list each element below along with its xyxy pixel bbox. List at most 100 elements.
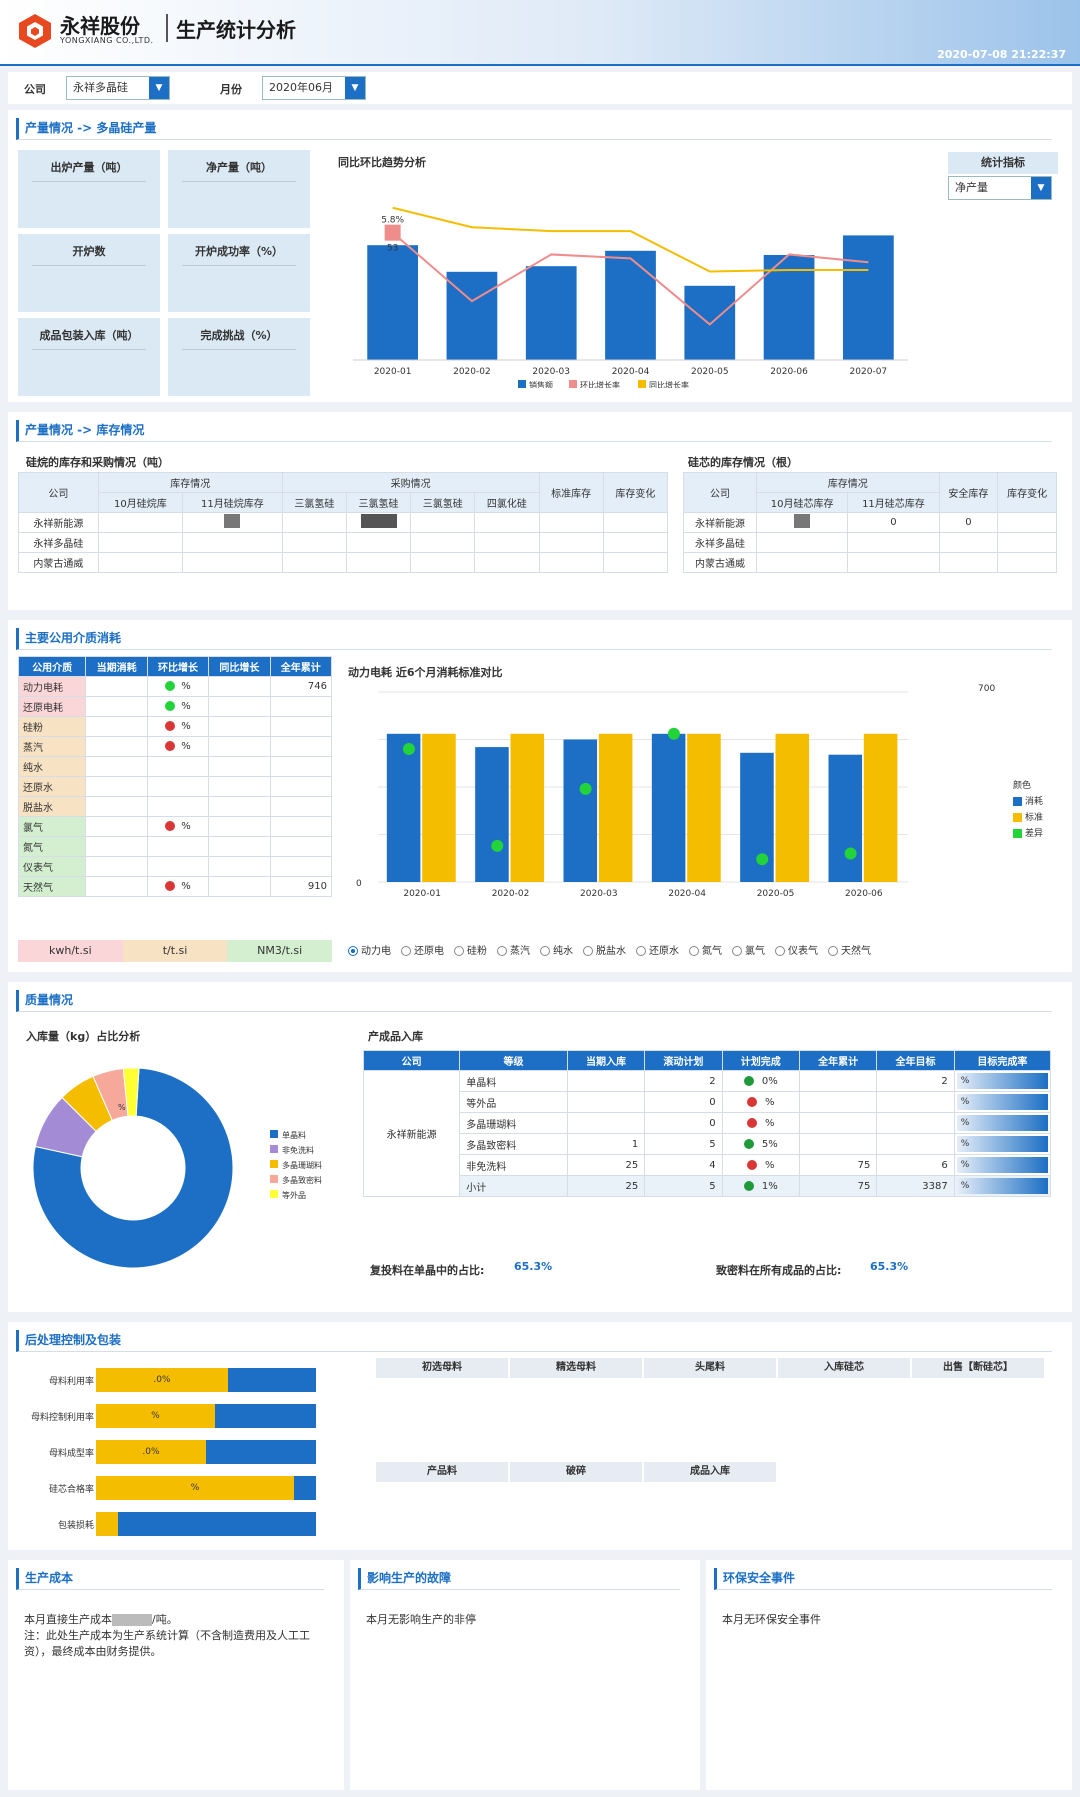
current-cell: [85, 776, 148, 797]
section-title: 质量情况: [16, 990, 1052, 1012]
metric-tab: 成品入库: [644, 1462, 776, 1482]
progress-bar: %: [96, 1476, 316, 1500]
radio-option[interactable]: 还原电: [401, 942, 444, 957]
consumption-bar: [563, 739, 598, 882]
current-in-cell: 25: [566, 1175, 646, 1197]
yoy-cell: [208, 796, 271, 817]
indicator-select[interactable]: 净产量 ▼: [948, 176, 1052, 200]
kpi-label: 开炉数: [32, 243, 146, 266]
col-header: 计划完成: [721, 1050, 800, 1071]
table-row: 小计 25 5 1% 75 3387%: [363, 1175, 1052, 1197]
radio-option[interactable]: 硅粉: [454, 942, 487, 957]
progress-bar: %: [96, 1404, 316, 1428]
current-cell: [85, 836, 148, 857]
power-legend: 颜色 消耗 标准 差异: [1013, 778, 1043, 842]
plan-done-cell: 5%: [721, 1133, 800, 1155]
radio-icon: [583, 946, 593, 956]
bar-label: 母料成型率: [48, 1449, 94, 1459]
silane-table: 公司 库存情况 采购情况 标准库存 库存变化 10月硅烷库 11月硅烷库存 三氯氢硅 三氯氢硅…: [18, 472, 669, 573]
siliconcore-table: 公司 库存情况 安全库存 库存变化 10月硅芯库存 11月硅芯库存 永祥新能源 0 0 永祥…: [682, 472, 1057, 573]
radio-option[interactable]: 仪表气: [775, 942, 818, 957]
legend-swatch: [638, 380, 646, 388]
yoy-cell: [208, 676, 271, 697]
medium-name: 蒸汽: [17, 736, 87, 757]
radio-option[interactable]: 氯气: [732, 942, 765, 957]
ratio1-value: 65.3%: [514, 1260, 553, 1273]
radio-option[interactable]: 天然气: [828, 942, 871, 957]
radio-option[interactable]: 脱盐水: [583, 942, 626, 957]
kpi-card: 完成挑战（%）: [168, 318, 310, 396]
section-title: 产量情况 -> 库存情况: [16, 420, 1052, 442]
target-cell: [876, 1112, 955, 1134]
status-dot: [165, 821, 176, 831]
section-title: 生产成本: [16, 1568, 324, 1590]
medium-name: 氯气: [17, 816, 87, 837]
progress-bar: .0%: [96, 1368, 316, 1392]
medium-name: 脱盐水: [17, 796, 87, 817]
plan-done-cell: 0%: [721, 1070, 800, 1092]
radio-icon: [689, 946, 699, 956]
radio-icon: [497, 946, 507, 956]
status-dot: [747, 1159, 757, 1170]
yoy-cell: [208, 856, 271, 877]
month-select[interactable]: 2020年06月 ▼: [262, 76, 366, 100]
metric-tab: 出售【断硅芯】: [912, 1358, 1044, 1378]
medium-name: 纯水: [17, 756, 87, 777]
status-dot: [165, 741, 176, 751]
plan-done-value: %: [765, 1117, 775, 1129]
x-tick-label: 2020-02: [492, 889, 530, 899]
target-cell: [876, 1091, 955, 1113]
radio-option[interactable]: 还原水: [636, 942, 679, 957]
table-row: 内蒙古通威: [18, 552, 669, 573]
standard-bar: [863, 733, 898, 882]
col-header: 全年累计: [269, 656, 333, 677]
utilities-table: 公用介质 当期消耗 环比增长 同比增长 全年累计 动力电耗% 746 还原电耗% 硅粉…: [17, 656, 333, 897]
standard-bar: [422, 733, 456, 882]
col-header: 三氯氢硅: [345, 492, 412, 513]
rate-cell: %: [953, 1091, 1052, 1113]
total-cell: [269, 716, 333, 737]
radio-option[interactable]: 蒸汽: [497, 942, 530, 957]
postproc-panel: 后处理控制及包装 母料利用率 .0% 母料控制利用率% 母料成型率 .0% 硅芯合格率% 包…: [8, 1322, 1072, 1550]
trend-bar: [605, 250, 656, 360]
section-title: 影响生产的故障: [358, 1568, 680, 1590]
progress-fill: .0%: [96, 1440, 206, 1464]
unit-label: kwh/t.si: [18, 940, 123, 962]
ytd-cell: [798, 1112, 878, 1134]
radio-option[interactable]: 氮气: [689, 942, 722, 957]
output-panel: 产量情况 -> 多晶硅产量 出炉产量（吨） 净产量（吨） 开炉数 开炉成功率（%…: [8, 110, 1072, 402]
fault-panel: 影响生产的故障 本月无影响生产的非停: [350, 1560, 700, 1790]
rate-cell: %: [953, 1175, 1052, 1197]
table-row: 多晶珊瑚料 0%%: [364, 1112, 1052, 1134]
radio-option[interactable]: 动力电: [348, 942, 391, 957]
total-cell: [269, 856, 333, 877]
point-label: 5.8%: [381, 216, 404, 226]
progress-fill: .0%: [96, 1368, 228, 1392]
company-logo-icon: [19, 14, 51, 48]
table-row: 仪表气: [17, 856, 333, 877]
radio-icon: [348, 946, 358, 956]
current-cell: [85, 796, 148, 817]
col-header: 库存变化: [602, 472, 669, 513]
ytd-cell: [798, 1133, 878, 1155]
legend-swatch: [270, 1160, 278, 1168]
total-cell: [269, 776, 333, 797]
status-dot: [743, 1138, 754, 1149]
legend-swatch: [270, 1130, 278, 1138]
company-cell: 永祥新能源: [18, 512, 99, 533]
x-tick-label: 2020-06: [770, 367, 808, 377]
company-cell: 内蒙古通威: [18, 552, 99, 573]
x-tick-label: 2020-06: [845, 889, 883, 899]
col-header: 库存情况: [97, 472, 283, 493]
radio-icon: [636, 946, 646, 956]
nov-stock-cell: 0: [847, 512, 940, 533]
col-header: 全年目标: [876, 1050, 955, 1071]
company-select[interactable]: 永祥多晶硅 ▼: [66, 76, 170, 100]
brand-english: YONGXIANG CO.,LTD.: [60, 36, 154, 45]
cost-text: 本月直接生产成本/吨。: [24, 1612, 334, 1628]
mom-cell: %: [146, 696, 210, 717]
difference-point: [579, 782, 592, 795]
mom-marker: [384, 224, 401, 241]
x-tick-label: 2020-04: [668, 889, 706, 899]
radio-option[interactable]: 纯水: [540, 942, 573, 957]
